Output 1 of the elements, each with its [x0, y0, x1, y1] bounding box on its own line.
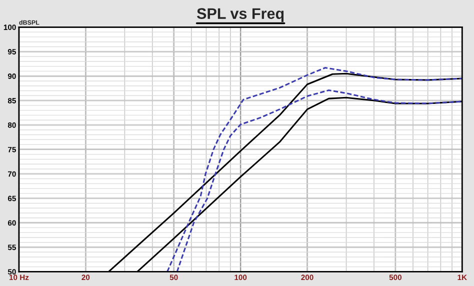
chart-title: SPL vs Freq — [196, 8, 284, 22]
